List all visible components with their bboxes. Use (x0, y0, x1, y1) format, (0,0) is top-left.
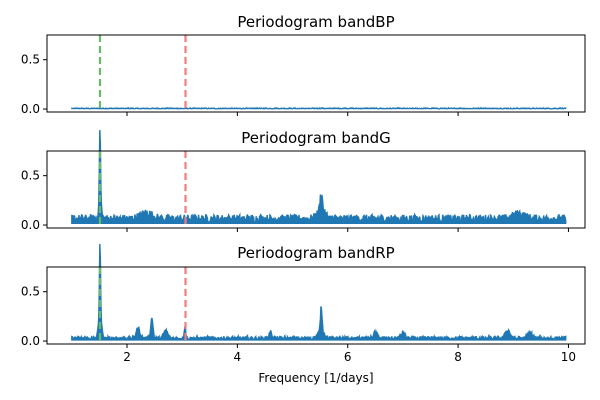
y-tick-label: 0.5 (21, 169, 40, 183)
plot-area: 0.0 0.5 2 4 6 8 10 (21, 243, 586, 364)
panel-title: Periodogram bandG (241, 129, 391, 147)
x-tick-label: 2 (123, 350, 131, 364)
periodogram-series-line (71, 130, 567, 225)
y-tick-label: 0.0 (21, 218, 40, 232)
x-tick-label: 8 (454, 350, 462, 364)
y-tick-label: 0.5 (21, 285, 40, 299)
periodogram-series-line (71, 243, 567, 341)
y-tick-label: 0.0 (21, 334, 40, 348)
periodogram-series-line (71, 106, 567, 110)
plot-area: 0.0 0.5 (21, 34, 586, 116)
axes-frame (46, 150, 586, 229)
panel-title: Periodogram bandBP (237, 13, 394, 31)
x-tick-label: 10 (561, 350, 576, 364)
y-tick-label: 0.5 (21, 53, 40, 67)
x-tick-label: 4 (234, 350, 242, 364)
panel-bandRP: Periodogram bandRP 0.0 0.5 2 4 6 8 10 (21, 243, 586, 364)
plot-area: 0.0 0.5 (21, 130, 586, 232)
x-axis-label: Frequency [1/days] (258, 371, 373, 385)
x-tick-label: 6 (344, 350, 352, 364)
y-tick-label: 0.0 (21, 102, 40, 116)
panel-bandBP: Periodogram bandBP 0.0 0.5 (21, 13, 586, 116)
panel-title: Periodogram bandRP (237, 244, 394, 262)
axes-frame (46, 34, 586, 113)
panel-bandG: Periodogram bandG 0.0 0.5 (21, 129, 586, 232)
axes-frame (46, 266, 586, 345)
